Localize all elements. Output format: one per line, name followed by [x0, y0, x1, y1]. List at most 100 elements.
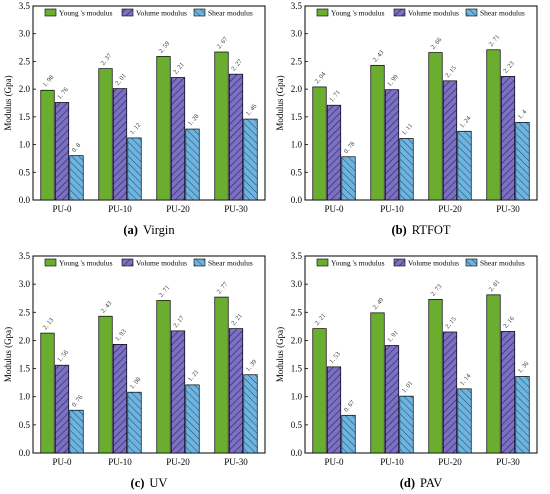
x-tick-label: PU-10: [108, 457, 132, 467]
data-label: 2. 71: [488, 34, 502, 48]
bar-young: [40, 332, 55, 454]
bar-shear: [185, 384, 200, 454]
y-tick-label: 0.0: [291, 195, 303, 205]
data-label: 2. 59: [158, 40, 172, 54]
chart-panel-4: 0.0 0.5 1.0 1.5 2.0 2.5 3.0 3.5 Modulus (Gpa) PU-…: [275, 251, 538, 490]
data-label: 1. 08: [129, 376, 143, 390]
y-tick-label: 2.0: [19, 84, 31, 94]
x-tick-label: PU-10: [380, 457, 404, 467]
y-tick-label: 1.0: [19, 392, 31, 402]
bar-shear: [515, 122, 530, 201]
plot-frame: [32, 255, 266, 454]
bar-young: [312, 328, 327, 454]
bar-volume: [112, 88, 128, 201]
data-label: 1. 53: [328, 351, 342, 365]
y-tick-label: 3.5: [19, 1, 31, 11]
x-tick-label: PU-20: [166, 204, 190, 214]
bar-shear: [243, 374, 258, 454]
data-label: 1. 36: [517, 360, 531, 375]
legend-volume-label: Volume modulus: [136, 259, 187, 268]
legend-shear-swatch: [465, 258, 478, 267]
bar-young: [98, 68, 113, 201]
legend-shear-label: Shear modulus: [208, 9, 253, 18]
y-tick-label: 2.5: [291, 307, 303, 317]
x-tick-label: PU-30: [496, 204, 520, 214]
bar-young: [156, 300, 171, 454]
bar-young: [486, 294, 501, 454]
bar-shear: [341, 414, 356, 454]
data-label: 2. 16: [502, 315, 516, 330]
data-label: 2. 15: [444, 65, 458, 79]
bar-young: [312, 86, 327, 201]
bar-volume: [384, 345, 400, 454]
data-label: 1. 14: [459, 372, 473, 387]
bar-volume: [54, 364, 70, 454]
bar-volume: [112, 344, 128, 454]
caption-text: PAV: [420, 476, 442, 490]
bar-volume: [170, 77, 186, 201]
data-label: 1. 76: [56, 86, 70, 101]
bar-young: [428, 298, 443, 454]
legend-young-swatch: [44, 258, 57, 267]
legend-volume-swatch: [121, 258, 134, 267]
chart-panel-1: 0.0 0.5 1.0 1.5 2.0 2.5 3.0 3.5 Modulus (Gpa) PU-…: [3, 1, 266, 237]
y-axis-title: Modulus (Gpa): [3, 75, 13, 130]
y-axis-title: Modulus (Gpa): [275, 75, 285, 130]
data-label: 2. 13: [42, 317, 56, 331]
bar-young: [98, 315, 113, 454]
data-label: 2. 73: [430, 283, 444, 297]
data-label: 2. 17: [172, 314, 186, 329]
bar-volume: [500, 76, 516, 201]
legend-volume-swatch: [121, 8, 134, 17]
bar-shear: [399, 138, 414, 201]
legend-young-swatch: [44, 8, 57, 17]
bar-young: [486, 49, 501, 201]
data-label: 1. 24: [459, 115, 473, 130]
y-tick-label: 3.0: [291, 29, 303, 39]
panel-caption: (d) PAV: [400, 476, 443, 490]
y-tick-label: 2.5: [291, 56, 303, 66]
data-label: 2. 81: [488, 279, 502, 293]
y-tick-label: 1.5: [19, 112, 31, 122]
panel-caption: (c) UV: [131, 476, 168, 490]
chart-panel-2: 0.0 0.5 1.0 1.5 2.0 2.5 3.0 3.5 Modulus (Gpa) PU-…: [275, 1, 538, 237]
data-label: 1. 12: [129, 122, 143, 136]
data-label: 0. 67: [343, 399, 357, 414]
bar-volume: [54, 102, 70, 201]
y-axis-title: Modulus (Gpa): [3, 327, 13, 382]
bar-shear: [399, 395, 414, 454]
data-label: 2. 43: [372, 49, 386, 63]
caption-text: UV: [149, 476, 167, 490]
legend-shear-label: Shear modulus: [208, 259, 253, 268]
caption-letter: (b): [391, 223, 406, 237]
y-tick-label: 3.0: [19, 279, 31, 289]
bar-shear: [127, 137, 142, 201]
bar-young: [214, 296, 229, 454]
data-label: 2. 43: [100, 300, 114, 314]
bar-young: [214, 51, 229, 201]
bar-shear: [243, 118, 258, 201]
legend-young-swatch: [316, 8, 329, 17]
x-tick-label: PU-0: [324, 204, 344, 214]
data-label: 1. 71: [328, 89, 342, 103]
data-label: 1. 28: [187, 113, 201, 127]
bar-volume: [500, 331, 516, 454]
plot-frame: [304, 5, 538, 201]
data-label: 2. 77: [216, 280, 230, 295]
data-label: 2. 21: [230, 312, 244, 326]
x-tick-label: PU-20: [438, 457, 462, 467]
y-tick-label: 3.5: [291, 251, 303, 261]
bar-volume: [326, 366, 342, 454]
bar-young: [370, 64, 385, 201]
x-tick-label: PU-10: [108, 204, 132, 214]
plot-frame: [32, 5, 266, 201]
bar-shear: [185, 128, 200, 201]
bar-young: [40, 89, 55, 201]
legend-shear-swatch: [193, 258, 206, 267]
bar-volume: [442, 331, 458, 454]
bar-volume: [228, 73, 244, 201]
y-tick-label: 0.0: [19, 448, 31, 458]
y-tick-label: 1.0: [291, 392, 303, 402]
data-label: 2. 67: [216, 35, 230, 50]
